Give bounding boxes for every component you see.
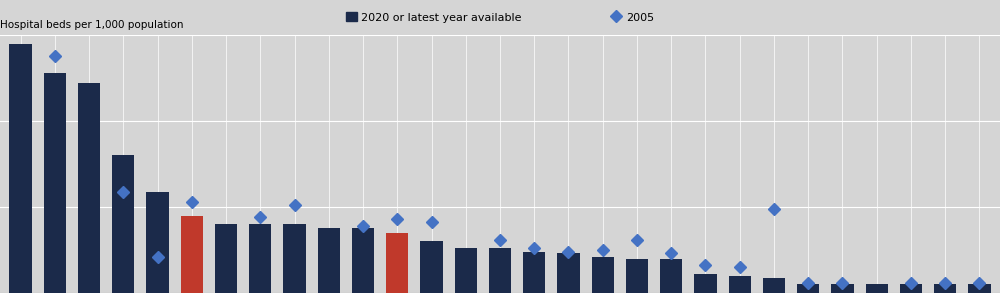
Bar [215, 224, 237, 293]
Bar [626, 259, 648, 293]
Bar [146, 192, 169, 293]
Bar [318, 228, 340, 293]
Bar [112, 155, 134, 293]
Bar [660, 259, 682, 293]
Bar [523, 252, 545, 293]
Legend: 2020 or latest year available, 2005: 2020 or latest year available, 2005 [341, 8, 659, 27]
Bar [386, 233, 408, 293]
Bar [866, 285, 888, 293]
Bar [78, 83, 100, 293]
Bar [968, 285, 991, 293]
Bar [797, 285, 819, 293]
Text: Hospital beds per 1,000 population: Hospital beds per 1,000 population [0, 20, 184, 30]
Bar [489, 248, 511, 293]
Bar [694, 274, 717, 293]
Bar [900, 285, 922, 293]
Bar [249, 224, 271, 293]
Bar [9, 44, 32, 293]
Bar [283, 224, 306, 293]
Bar [763, 277, 785, 293]
Bar [352, 228, 374, 293]
Bar [44, 73, 66, 293]
Bar [455, 248, 477, 293]
Bar [592, 257, 614, 293]
Bar [420, 241, 443, 293]
Bar [729, 276, 751, 293]
Bar [831, 285, 854, 293]
Bar [934, 285, 956, 293]
Bar [181, 216, 203, 293]
Bar [557, 253, 580, 293]
